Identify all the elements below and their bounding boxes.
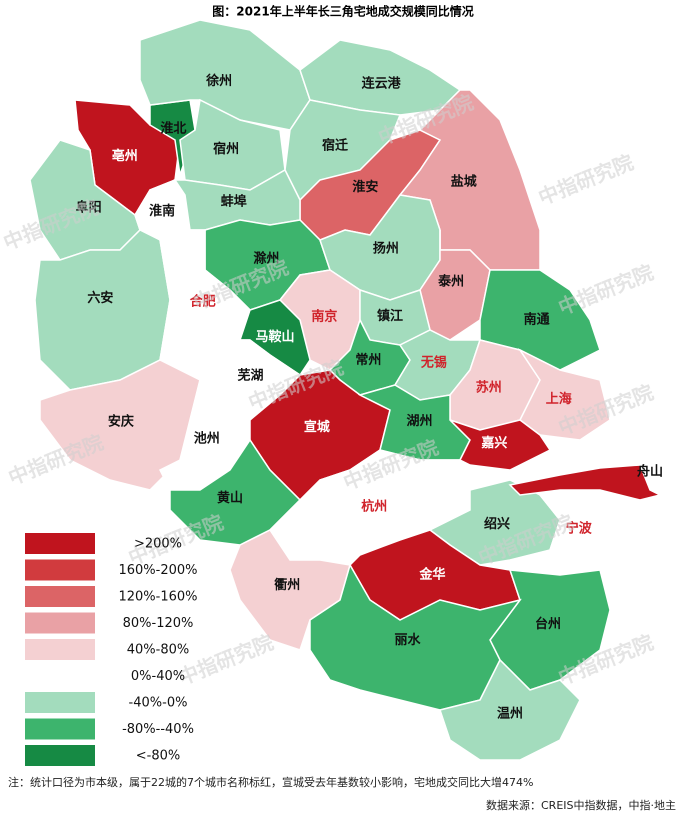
city-label: 湖州 [406, 414, 432, 429]
watermark: 中指研究院 [535, 150, 637, 210]
city-label: 舟山 [637, 464, 663, 480]
source: 数据来源：CREIS中指数据，中指·地主 [486, 798, 676, 812]
city-label: 宣城 [304, 419, 330, 435]
city-region [517, 348, 611, 441]
city-label: 台州 [535, 616, 561, 632]
city-label: 宁波 [566, 520, 593, 536]
city-region [479, 269, 601, 371]
city-label: 上海 [546, 391, 572, 407]
city-label: 宿州 [213, 141, 239, 157]
legend-swatch [25, 612, 95, 634]
legend-label: 40%-80% [127, 643, 189, 658]
city-label: 泰州 [437, 274, 464, 290]
legend-swatch [25, 692, 95, 713]
city-region [439, 658, 581, 761]
city-region [139, 19, 311, 131]
city-label: 池州 [194, 431, 220, 447]
regions [29, 19, 663, 761]
city-label: 安庆 [108, 413, 134, 429]
city-label: 淮安 [351, 179, 378, 195]
city-label: 南通 [524, 312, 550, 328]
city-label: 芜湖 [238, 368, 264, 384]
city-label: 丽水 [394, 632, 421, 648]
city-label: 常州 [355, 352, 381, 368]
legend-swatch [25, 586, 95, 607]
city-label: 淮北 [159, 121, 186, 137]
city-label: 连云港 [362, 75, 402, 91]
legend-swatch [25, 639, 95, 660]
legend-label: 160%-200% [118, 563, 197, 578]
city-label: 无锡 [420, 354, 447, 370]
legend-swatch [25, 718, 95, 740]
city-label: 镇江 [377, 308, 403, 324]
legend-swatch [25, 745, 95, 766]
city-label: 宿迁 [322, 138, 348, 154]
legend-label: <-80% [136, 749, 180, 764]
city-label: 苏州 [476, 380, 502, 396]
city-label: 金华 [418, 567, 445, 583]
city-label: 嘉兴 [480, 435, 507, 451]
legend-swatch [25, 559, 95, 581]
city-label: 盐城 [451, 174, 477, 190]
legend-label: 80%-120% [123, 616, 194, 631]
city-region [508, 464, 663, 501]
legend: >200% 160%-200% 120%-160% 80%-120% 40%-80% 0%… [25, 533, 198, 766]
legend-label: 120%-160% [118, 590, 197, 605]
map-title: 图：2021年上半年长三角宅地成交规模同比情况 [212, 4, 473, 19]
city-label: 阜阳 [76, 200, 102, 216]
city-region [309, 563, 522, 711]
city-label: 绍兴 [484, 516, 510, 532]
legend-swatch [25, 533, 95, 554]
legend-swatch [25, 665, 95, 687]
city-label: 黄山 [217, 490, 243, 506]
city-label: 衢州 [274, 577, 300, 593]
city-label: 南京 [311, 309, 337, 325]
city-label: 合肥 [190, 293, 216, 309]
city-label: 杭州 [361, 498, 387, 514]
city-label: 亳州 [112, 148, 138, 164]
city-label: 淮南 [148, 203, 175, 219]
city-label: 温州 [497, 707, 523, 722]
note: 注：统计口径为市本级，属于22城的7个城市名称标红，宣城受去年基数较小影响，宅地… [8, 775, 533, 789]
city-region [449, 419, 552, 471]
city-label: 六安 [87, 290, 113, 306]
city-label: 马鞍山 [255, 329, 294, 345]
city-label: 扬州 [373, 241, 399, 257]
legend-label: 0%-40% [131, 669, 185, 684]
legend-label: -80%--40% [122, 722, 194, 737]
city-label: 滁州 [253, 251, 279, 267]
city-region [419, 230, 491, 341]
city-label: 徐州 [205, 73, 232, 89]
watermark: 中指研究院 [175, 630, 277, 690]
legend-label: >200% [134, 537, 182, 552]
legend-label: -40%-0% [129, 696, 188, 711]
city-label: 蚌埠 [221, 194, 247, 210]
